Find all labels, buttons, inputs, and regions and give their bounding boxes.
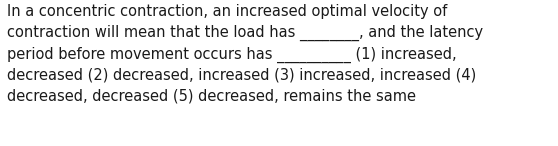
Text: In a concentric contraction, an increased optimal velocity of
contraction will m: In a concentric contraction, an increase…	[7, 4, 483, 103]
